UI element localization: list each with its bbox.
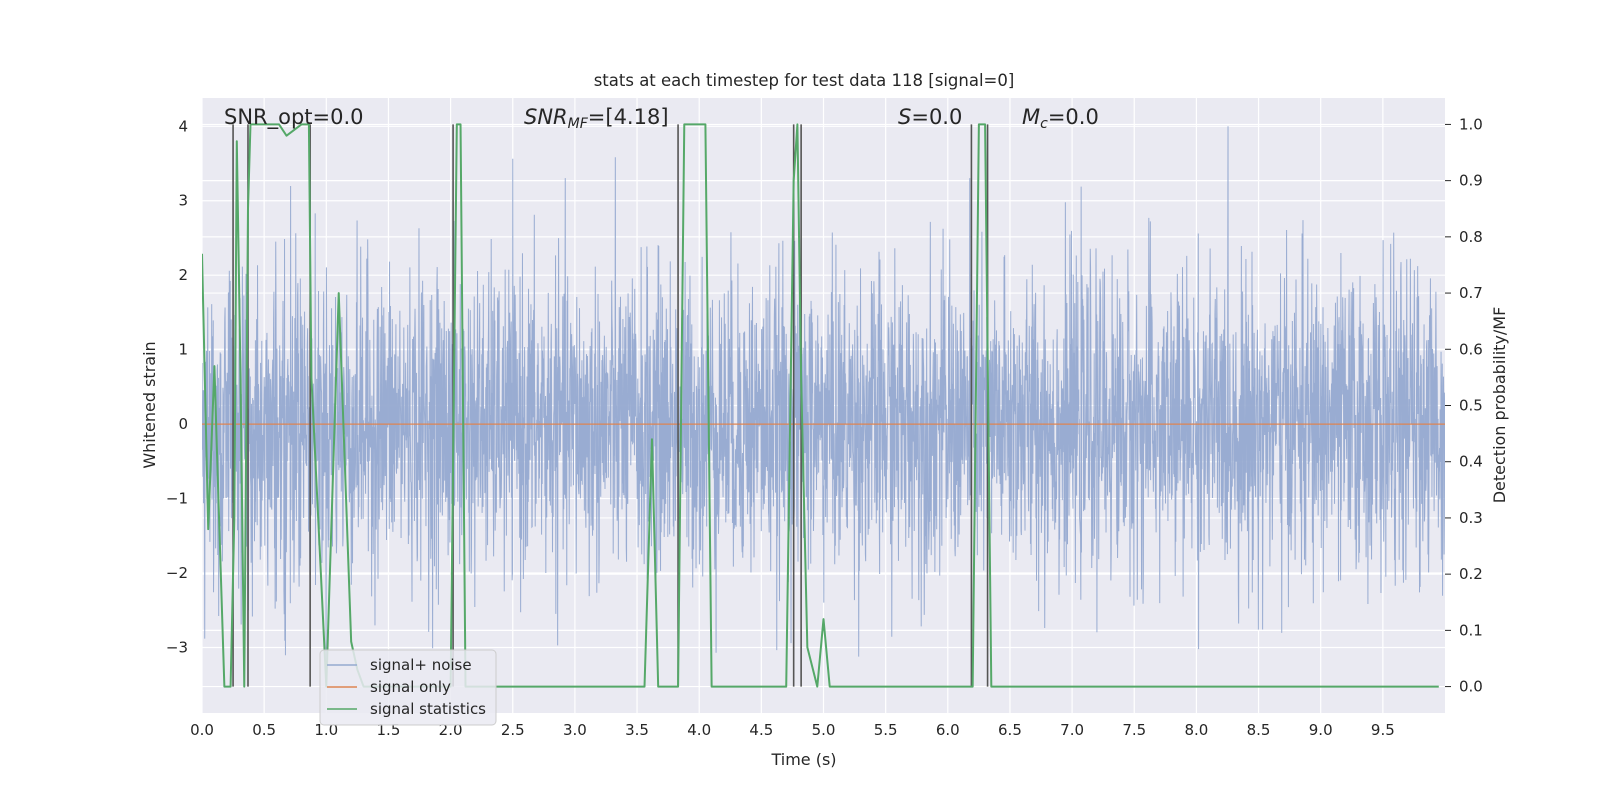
y-tick-label: −2 bbox=[166, 564, 188, 582]
y2-tick-label: 0.2 bbox=[1459, 565, 1483, 583]
x-tick-label: 6.0 bbox=[936, 721, 960, 739]
s-symbol: S bbox=[898, 105, 911, 129]
x-tick-label: 2.5 bbox=[501, 721, 525, 739]
x-tick-label: 4.0 bbox=[687, 721, 711, 739]
y2-tick-label: 0.3 bbox=[1459, 509, 1483, 527]
snr-mf-symbol: SNR bbox=[524, 105, 568, 129]
x-tick-label: 9.0 bbox=[1309, 721, 1333, 739]
x-tick-label: 9.5 bbox=[1371, 721, 1395, 739]
y-axis-label: Whitened strain bbox=[140, 341, 159, 468]
x-axis-label: Time (s) bbox=[770, 750, 836, 769]
legend-label-signal-only: signal only bbox=[370, 678, 451, 696]
mc-subscript: c bbox=[1040, 116, 1048, 132]
x-tick-label: 6.5 bbox=[998, 721, 1022, 739]
y-tick-label: −3 bbox=[166, 638, 188, 656]
y2-tick-label: 0.5 bbox=[1459, 397, 1483, 415]
x-tick-label: 5.5 bbox=[874, 721, 898, 739]
x-tick-label: 5.0 bbox=[812, 721, 836, 739]
x-tick-label: 4.5 bbox=[749, 721, 773, 739]
legend: signal+ noise signal only signal statist… bbox=[319, 649, 497, 726]
x-tick-label: 3.5 bbox=[625, 721, 649, 739]
ticks: 0.0 0.5 1.0 1.5 2.0 2.5 3.0 3.5 4.0 4.5 5.0 5.5 6.0 6… bbox=[166, 115, 1483, 739]
mc-value: =0.0 bbox=[1048, 105, 1099, 129]
chart-title: stats at each timestep for test data 118… bbox=[594, 71, 1015, 90]
y-tick-label: −1 bbox=[166, 490, 188, 508]
y-tick-label: 1 bbox=[178, 341, 188, 359]
mc-symbol: M bbox=[1022, 105, 1040, 129]
y2-tick-label: 0.4 bbox=[1459, 453, 1483, 471]
annotations: SNR_opt=0.0 SNRMF=[4.18] S=0.0 Mc=0.0 bbox=[224, 105, 1099, 132]
legend-box bbox=[319, 649, 497, 726]
s-value: =0.0 bbox=[911, 105, 962, 129]
annotation-snr-mf: SNRMF=[4.18] bbox=[524, 105, 669, 132]
annotation-mc: Mc=0.0 bbox=[1022, 105, 1099, 132]
y2-tick-label: 0.7 bbox=[1459, 284, 1483, 302]
snr-mf-value: =[4.18] bbox=[588, 105, 669, 129]
y2-tick-label: 1.0 bbox=[1459, 115, 1483, 133]
y2-tick-label: 0.6 bbox=[1459, 340, 1483, 358]
y-tick-label: 2 bbox=[178, 266, 188, 284]
x-tick-label: 0.5 bbox=[252, 721, 276, 739]
annotation-s: S=0.0 bbox=[898, 105, 962, 129]
y2-tick-label: 0.9 bbox=[1459, 172, 1483, 190]
legend-label-signal-noise: signal+ noise bbox=[370, 656, 472, 674]
y2-tick-label: 0.8 bbox=[1459, 228, 1483, 246]
x-tick-label: 8.0 bbox=[1184, 721, 1208, 739]
x-tick-label: 0.0 bbox=[190, 721, 214, 739]
y-tick-label: 0 bbox=[178, 415, 188, 433]
y-tick-label: 3 bbox=[178, 192, 188, 210]
y2-axis-label: Detection probability/MF bbox=[1490, 307, 1509, 504]
y2-tick-label: 0.1 bbox=[1459, 621, 1483, 639]
y2-tick-label: 0.0 bbox=[1459, 678, 1483, 696]
annotation-snr-opt: SNR_opt=0.0 bbox=[224, 105, 364, 130]
series-signal-noise bbox=[202, 126, 1445, 676]
snr-mf-subscript: MF bbox=[568, 116, 589, 132]
x-tick-label: 7.5 bbox=[1122, 721, 1146, 739]
x-tick-label: 7.0 bbox=[1060, 721, 1084, 739]
y-tick-label: 4 bbox=[178, 117, 188, 135]
x-tick-label: 3.0 bbox=[563, 721, 587, 739]
legend-label-signal-statistics: signal statistics bbox=[370, 700, 486, 718]
x-tick-label: 8.5 bbox=[1247, 721, 1271, 739]
